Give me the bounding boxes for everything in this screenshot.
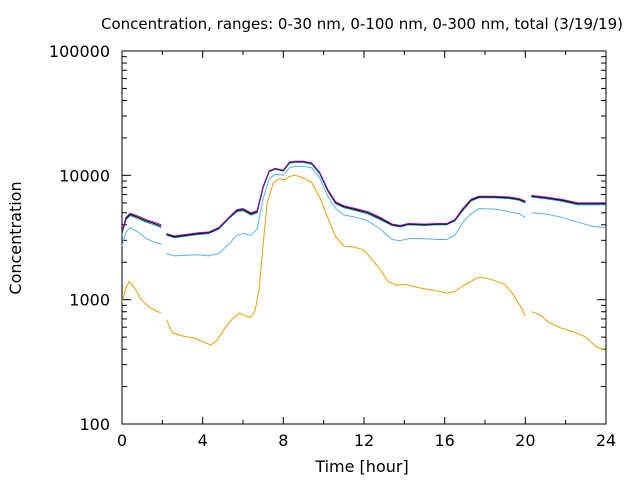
series-line-1-segment-1: [166, 165, 526, 257]
x-tick-label: 8: [278, 431, 288, 450]
x-tick-label: 12: [354, 431, 374, 450]
x-tick-label: 16: [434, 431, 454, 450]
y-tick-label: 10000: [59, 166, 110, 185]
x-axis-label: Time [hour]: [314, 457, 408, 476]
series-line-4-segment-1: [166, 160, 526, 237]
series-line-0-segment-2: [531, 311, 607, 351]
series-line-4-segment-2: [531, 194, 606, 204]
y-tick-label: 100000: [49, 42, 110, 61]
series-line-1-segment-2: [531, 212, 607, 229]
axis-ticks: 0 4 8 12 16 20 24 100 1000 10000 100000: [49, 42, 616, 450]
chart-title: Concentration, ranges: 0-30 nm, 0-100 nm…: [101, 15, 623, 33]
x-tick-label: 4: [198, 431, 208, 450]
series-line-4-segment-0: [121, 212, 162, 233]
series-line-3-segment-2: [531, 195, 606, 205]
y-tick-label: 100: [79, 415, 110, 434]
y-tick-label: 1000: [69, 291, 110, 310]
series-group: [121, 160, 607, 351]
y-axis-label: Concentration: [6, 181, 25, 294]
series-line-0-segment-0: [121, 281, 162, 313]
x-tick-label: 24: [596, 431, 616, 450]
series-line-2-segment-2: [531, 196, 606, 206]
x-tick-label: 20: [515, 431, 535, 450]
series-line-0-segment-1: [165, 174, 526, 346]
plot-frame: [121, 50, 607, 425]
x-tick-label: 0: [117, 431, 127, 450]
series-line-1-segment-0: [121, 227, 162, 247]
